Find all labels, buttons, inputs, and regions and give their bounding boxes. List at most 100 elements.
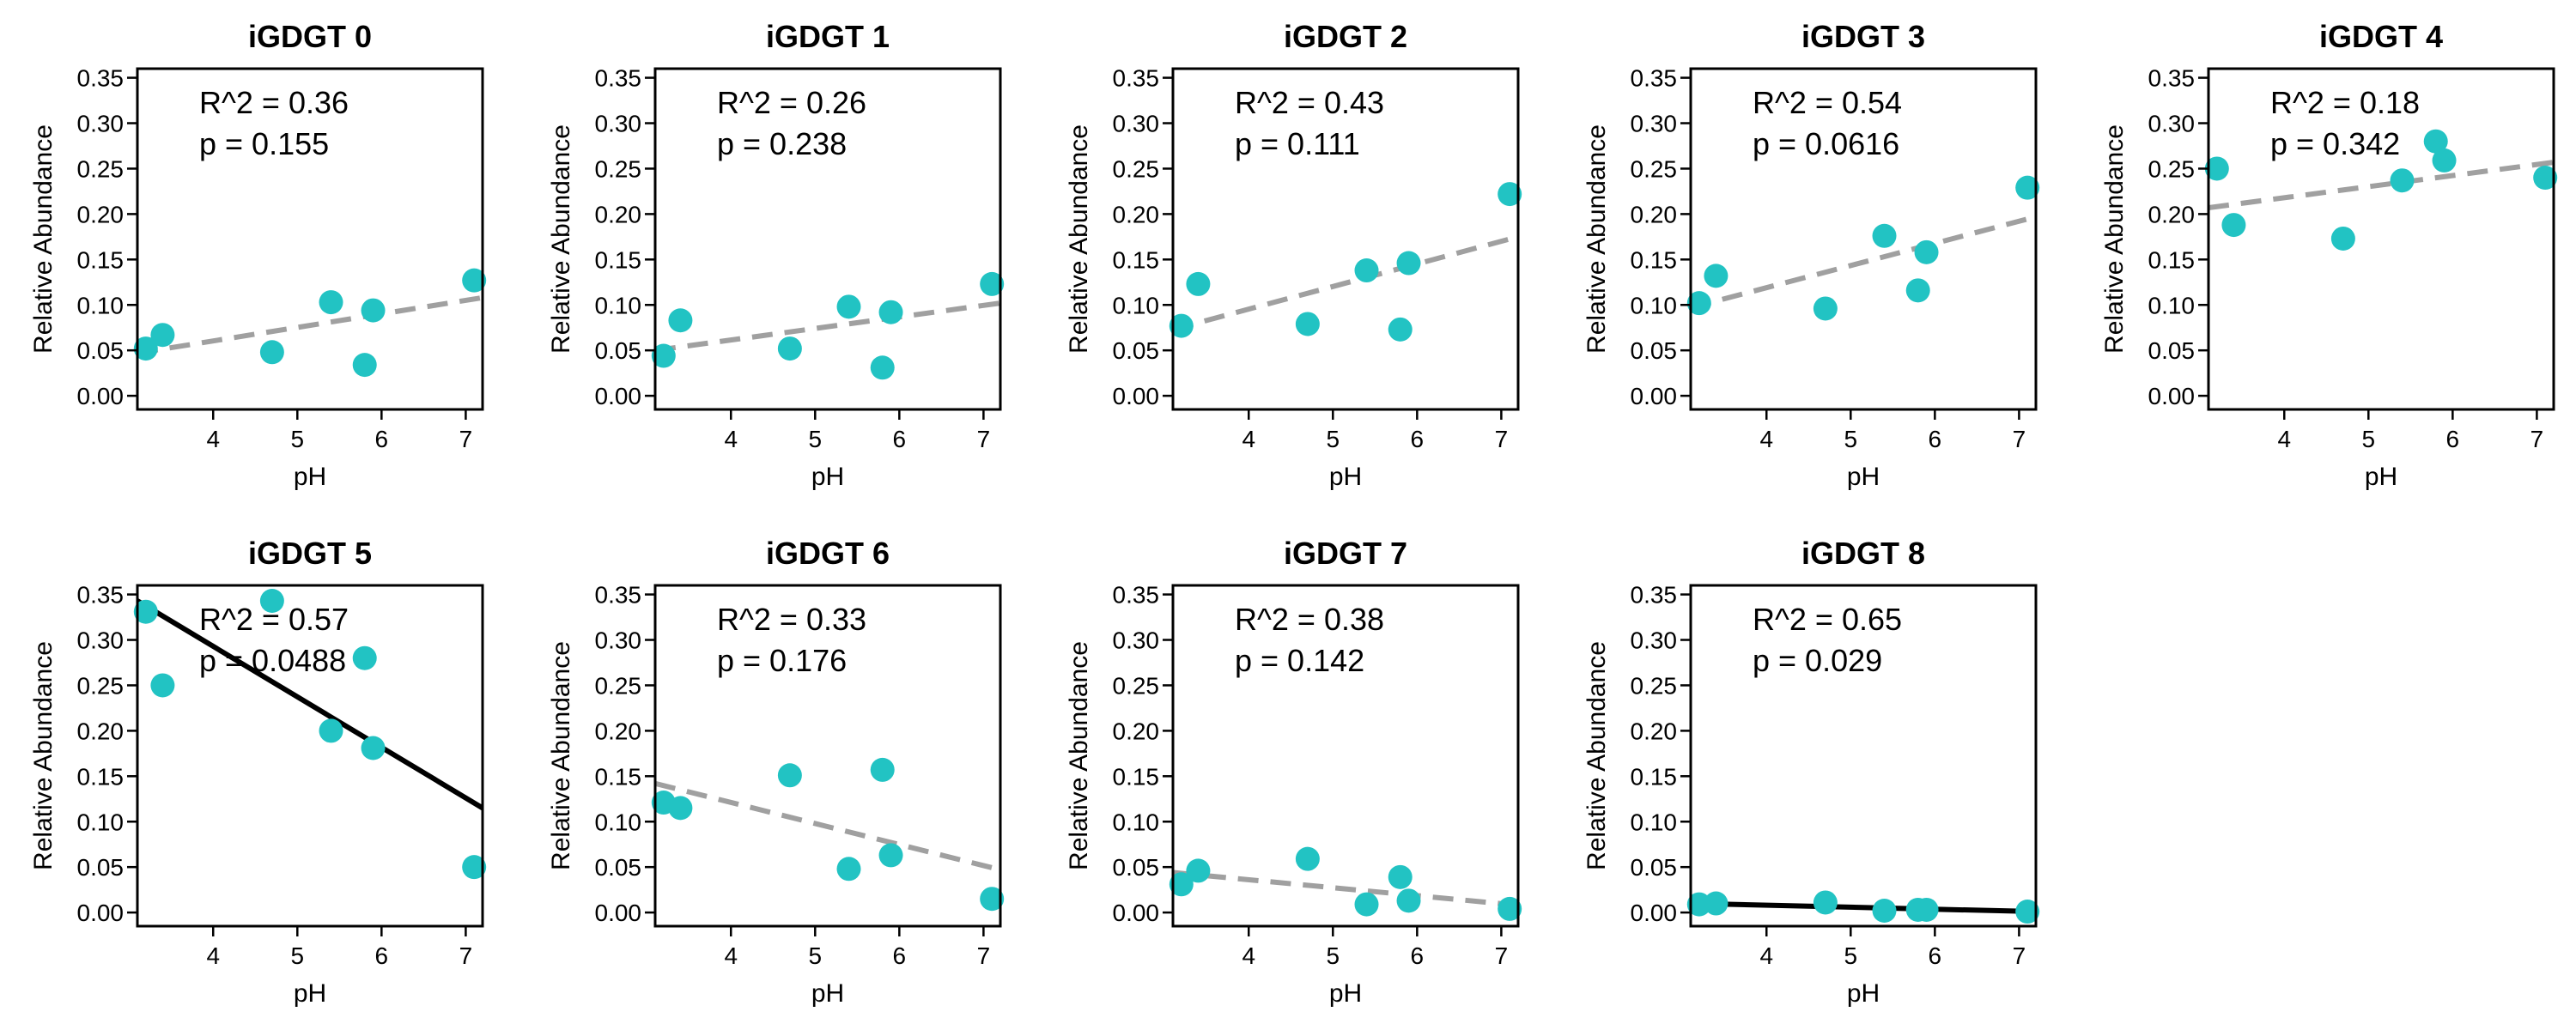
panel-title: iGDGT 0	[248, 19, 372, 54]
data-point	[2533, 166, 2558, 191]
y-tick-label: 0.25	[77, 672, 125, 699]
y-tick-label: 0.00	[1113, 383, 1160, 409]
plot-frame	[1689, 584, 2038, 928]
x-tick-label: 5	[291, 426, 305, 452]
regression-line	[137, 598, 483, 810]
y-tick-label: 0.35	[595, 65, 642, 92]
y-tick-label: 0.25	[77, 155, 125, 182]
data-point	[870, 757, 895, 782]
data-point	[2204, 156, 2229, 181]
y-tick-label: 0.20	[2148, 201, 2196, 227]
panel-title: iGDGT 4	[2319, 19, 2443, 54]
data-point	[1704, 891, 1728, 916]
p-value-label: p = 0.238	[717, 126, 847, 161]
panel-4: iGDGT 4 R^2 = 0.18 p = 0.342 0.00 0.05 0.10 0.…	[2100, 19, 2558, 491]
y-tick-label: 0.05	[77, 337, 125, 364]
p-value-label: p = 0.176	[717, 643, 847, 678]
x-axis-label: pH	[1329, 463, 1362, 491]
plot-frame	[653, 67, 1002, 411]
x-tick-label: 6	[893, 942, 907, 969]
y-axis-label: Relative Abundance	[547, 641, 575, 870]
y-tick-label: 0.15	[2148, 246, 2196, 273]
y-tick-label: 0.15	[1113, 246, 1160, 273]
y-tick-label: 0.15	[77, 763, 125, 790]
y-tick-label: 0.20	[595, 201, 642, 227]
data-point	[777, 336, 802, 361]
panel-title: iGDGT 6	[766, 536, 890, 571]
y-tick-label: 0.00	[77, 383, 125, 409]
plot-frame	[136, 584, 484, 928]
regression-line	[655, 300, 1000, 354]
y-tick-label: 0.35	[77, 65, 125, 92]
panel-title: iGDGT 3	[1801, 19, 1925, 54]
x-tick-label: 5	[1844, 426, 1858, 452]
x-tick-label: 7	[2013, 426, 2026, 452]
y-tick-label: 0.00	[77, 900, 125, 926]
p-value-label: p = 0.142	[1235, 643, 1364, 678]
x-tick-label: 4	[724, 426, 738, 452]
y-tick-label: 0.35	[1631, 582, 1678, 609]
panel-title: iGDGT 2	[1284, 19, 1407, 54]
p-value-label: p = 0.0616	[1753, 126, 1899, 161]
y-tick-label: 0.20	[1631, 201, 1678, 227]
y-tick-label: 0.15	[1113, 763, 1160, 790]
y-tick-label: 0.05	[77, 854, 125, 881]
data-point	[777, 763, 802, 788]
regression-line	[1691, 900, 2036, 915]
x-tick-label: 6	[1411, 426, 1425, 452]
data-point	[1396, 888, 1421, 913]
x-tick-label: 5	[1844, 942, 1858, 969]
y-tick-label: 0.30	[1631, 111, 1678, 137]
data-point	[2423, 129, 2448, 154]
y-tick-label: 0.25	[2148, 155, 2196, 182]
data-point	[462, 268, 487, 293]
y-tick-label: 0.30	[595, 111, 642, 137]
panel-title: iGDGT 8	[1801, 536, 1925, 571]
data-point	[980, 271, 1005, 296]
data-point	[1388, 317, 1413, 342]
y-tick-label: 0.00	[595, 383, 642, 409]
panel-0: iGDGT 0 R^2 = 0.36 p = 0.155 0.00 0.05 0.10 0.…	[29, 19, 487, 491]
y-axis-label: Relative Abundance	[1583, 124, 1611, 354]
x-tick-label: 7	[1495, 426, 1509, 452]
y-tick-label: 0.20	[1113, 201, 1160, 227]
panel-2: iGDGT 2 R^2 = 0.43 p = 0.111 0.00 0.05 0.10 0.…	[1065, 19, 1522, 491]
data-point	[150, 673, 175, 698]
y-tick-label: 0.10	[595, 292, 642, 318]
data-point	[668, 308, 693, 333]
x-axis-label: pH	[811, 463, 844, 491]
regression-line	[137, 294, 483, 356]
data-point	[1872, 223, 1897, 248]
y-tick-label: 0.25	[595, 155, 642, 182]
plot-frame	[1171, 67, 1520, 411]
data-point	[319, 290, 343, 315]
y-tick-label: 0.25	[1631, 155, 1678, 182]
data-point	[1388, 864, 1413, 889]
data-point	[462, 855, 487, 880]
y-tick-label: 0.30	[1113, 111, 1160, 137]
x-tick-label: 5	[291, 942, 305, 969]
data-point	[1186, 271, 1211, 296]
x-axis-label: pH	[1847, 979, 1880, 1008]
panel-7: iGDGT 7 R^2 = 0.38 p = 0.142 0.00 0.05 0.10 0.…	[1065, 536, 1522, 1008]
data-point	[259, 588, 284, 613]
x-axis-label: pH	[1847, 463, 1880, 491]
x-axis-label: pH	[294, 979, 326, 1008]
x-tick-label: 4	[206, 942, 220, 969]
panel-5: iGDGT 5R^2 = 0.57p = 0.04880.000.050.100…	[29, 536, 487, 1008]
y-tick-label: 0.00	[1631, 383, 1678, 409]
x-axis-label: pH	[2365, 463, 2397, 491]
x-tick-label: 7	[1495, 942, 1509, 969]
r-squared-label: R^2 = 0.33	[717, 602, 866, 637]
y-tick-label: 0.35	[595, 582, 642, 609]
data-point	[1295, 846, 1320, 871]
plot-frame	[1689, 67, 2038, 411]
x-tick-label: 5	[1327, 942, 1340, 969]
y-tick-label: 0.00	[1631, 900, 1678, 926]
x-axis-label: pH	[294, 463, 326, 491]
panel-8: iGDGT 8 R^2 = 0.65 p = 0.029 0.00 0.05 0.10 0.…	[1583, 536, 2040, 1008]
data-point	[133, 336, 158, 361]
y-tick-label: 0.20	[77, 718, 125, 744]
y-tick-label: 0.15	[595, 246, 642, 273]
